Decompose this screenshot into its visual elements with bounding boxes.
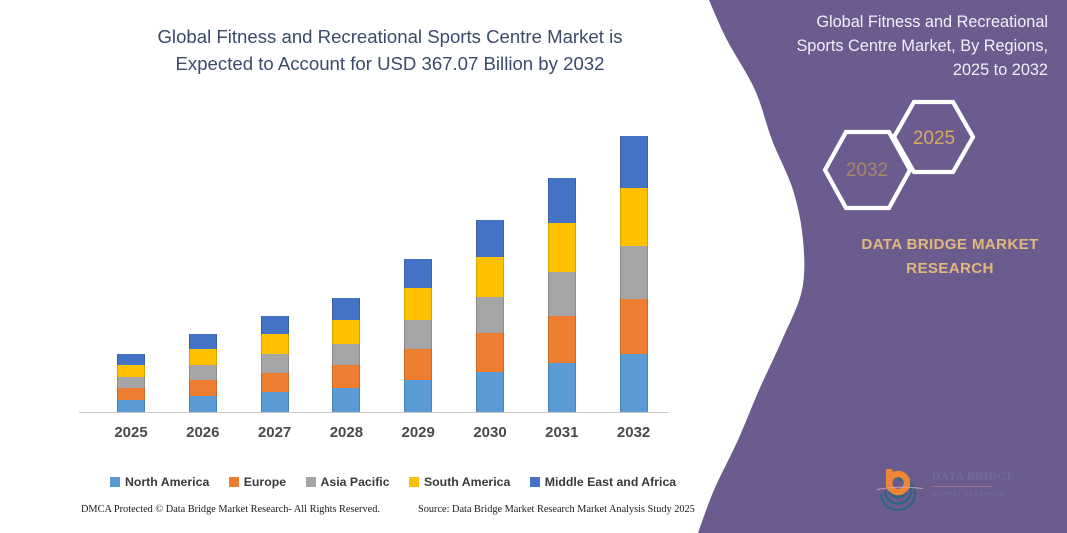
svg-text:MARKET RESEARCH: MARKET RESEARCH: [932, 492, 1004, 498]
svg-text:DATA BRIDGE: DATA BRIDGE: [932, 471, 1015, 483]
